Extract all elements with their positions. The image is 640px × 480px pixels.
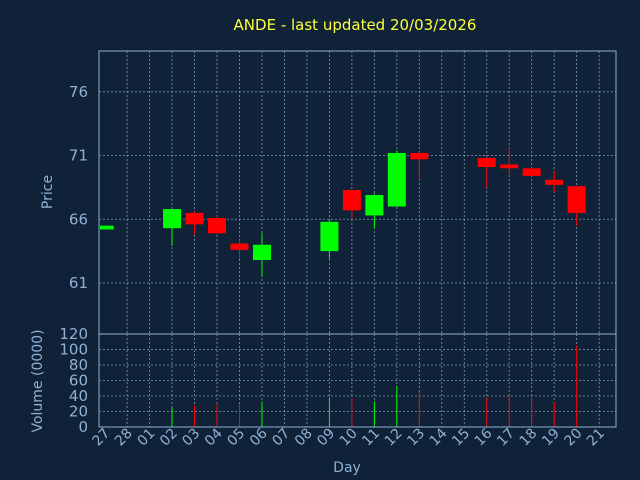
x-tick-label: 03	[179, 426, 203, 450]
x-tick-label: 04	[202, 425, 226, 449]
volume-gridlines	[99, 334, 616, 427]
x-tick-label: 13	[404, 426, 428, 450]
candle-body	[185, 212, 204, 225]
price-tick-labels: 61 66 71 76	[69, 83, 88, 292]
price-tick-label: 71	[69, 147, 88, 165]
volume-tick-label: 0	[78, 418, 88, 436]
price-tick-label: 76	[69, 83, 88, 101]
chart-title: ANDE - last updated 20/03/2026	[234, 16, 477, 34]
candle-body	[387, 152, 406, 207]
volume-tick-label: 20	[69, 403, 88, 421]
x-tick-label: 07	[269, 426, 293, 450]
x-tick-label: 17	[494, 426, 518, 450]
x-tick-label: 28	[112, 426, 136, 450]
x-tick-label: 19	[539, 426, 563, 450]
volume-axis-label: Volume (0000)	[30, 329, 46, 432]
candle-body	[230, 243, 249, 250]
x-tick-label: 14	[427, 425, 451, 449]
x-tick-label: 09	[314, 426, 338, 450]
x-axis-label: Day	[333, 460, 361, 476]
x-tick-label: 05	[224, 426, 248, 450]
candle-body	[545, 179, 564, 185]
price-tick-label: 61	[69, 274, 88, 292]
candle-body	[208, 217, 227, 234]
price-axis-label: Price	[40, 175, 56, 209]
volume-bars	[171, 345, 578, 427]
x-tick-label: 27	[90, 426, 114, 450]
x-tick-label: 21	[584, 426, 608, 450]
x-tick-label: 01	[134, 426, 158, 450]
volume-tick-label: 120	[59, 325, 88, 343]
candle-body	[410, 152, 429, 160]
candle-body	[567, 186, 586, 213]
x-tick-label: 15	[449, 426, 473, 450]
volume-tick-label: 80	[69, 356, 88, 374]
candle-body	[477, 158, 496, 168]
candle-body	[342, 189, 361, 211]
volume-tick-label: 100	[59, 341, 88, 359]
candle-body	[522, 168, 541, 176]
x-tick-label: 12	[382, 426, 406, 450]
x-tick-label: 10	[337, 426, 361, 450]
x-tick-label: 06	[247, 425, 271, 449]
candle-body	[320, 221, 339, 252]
candlesticks	[100, 147, 586, 277]
volume-panel-frame	[98, 333, 617, 428]
x-tick-labels: 2728010203040506070809101112131415161718…	[90, 425, 608, 449]
candle-body	[100, 225, 114, 230]
volume-tick-label: 40	[69, 387, 88, 405]
candle-body	[163, 209, 182, 229]
x-tick-label: 11	[359, 426, 383, 450]
x-tick-label: 20	[562, 426, 586, 450]
volume-tick-label: 60	[69, 372, 88, 390]
candle-body	[252, 244, 271, 261]
x-tick-label: 16	[472, 425, 496, 449]
x-tick-label: 08	[292, 426, 316, 450]
price-tick-label: 66	[69, 210, 88, 228]
candle-body	[500, 164, 519, 169]
x-tick-label: 02	[157, 426, 181, 450]
candle-body	[365, 195, 384, 216]
x-tick-label: 18	[517, 426, 541, 450]
